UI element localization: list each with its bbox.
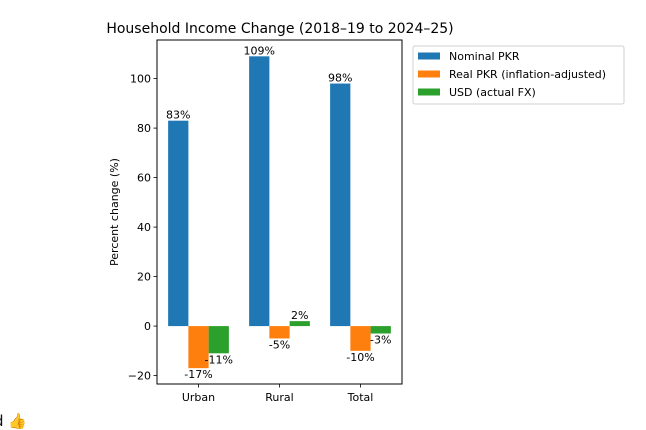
partial-text: d [0,412,4,430]
y-tick-label: 80 [137,122,151,135]
legend-swatch [418,70,440,78]
plot-area: 83% 109% 98% -17% -5% -10% -11% 2% -3% −20 0 20 40 60… [128,39,403,404]
y-tick-label: 20 [137,271,151,284]
data-label: 109% [244,44,275,57]
legend-swatch [418,52,440,60]
bar [269,326,290,339]
data-label: -5% [269,338,290,351]
bar [249,56,270,327]
legend: Nominal PKR Real PKR (inflation-adjusted)… [412,45,625,105]
data-label: 83% [166,109,190,122]
data-label: -10% [346,351,374,364]
legend-label: USD (actual FX) [449,86,536,99]
legend-label: Nominal PKR [449,50,520,63]
bar [168,120,189,327]
y-tick-label: 60 [137,172,151,185]
x-tick-label: Total [347,391,374,404]
data-label: 2% [291,309,308,322]
chart-title: Household Income Change (2018–19 to 2024… [106,21,453,37]
bar [188,326,209,369]
x-tick-label: Rural [265,391,293,404]
legend-frame [412,45,625,105]
y-tick-label: 40 [137,221,151,234]
x-tick-label: Urban [182,391,215,404]
data-label: -11% [205,353,233,366]
data-label: -17% [184,368,212,381]
bar [208,326,229,354]
bar [289,321,310,327]
legend-swatch [418,88,440,96]
bar [350,326,371,351]
y-axis-label: Percent change (%) [108,158,121,266]
bar [370,326,391,334]
y-tick-label: 0 [144,320,151,333]
data-label: 98% [328,72,352,85]
y-tick-label: 100 [130,73,151,86]
thumbs-up-icon: 👍 [8,412,27,430]
partial-footer-text: d 👍 [0,412,27,430]
legend-label: Real PKR (inflation-adjusted) [449,68,606,81]
bar [330,83,351,327]
y-tick-label: −20 [128,370,151,383]
data-label: -3% [370,334,391,347]
